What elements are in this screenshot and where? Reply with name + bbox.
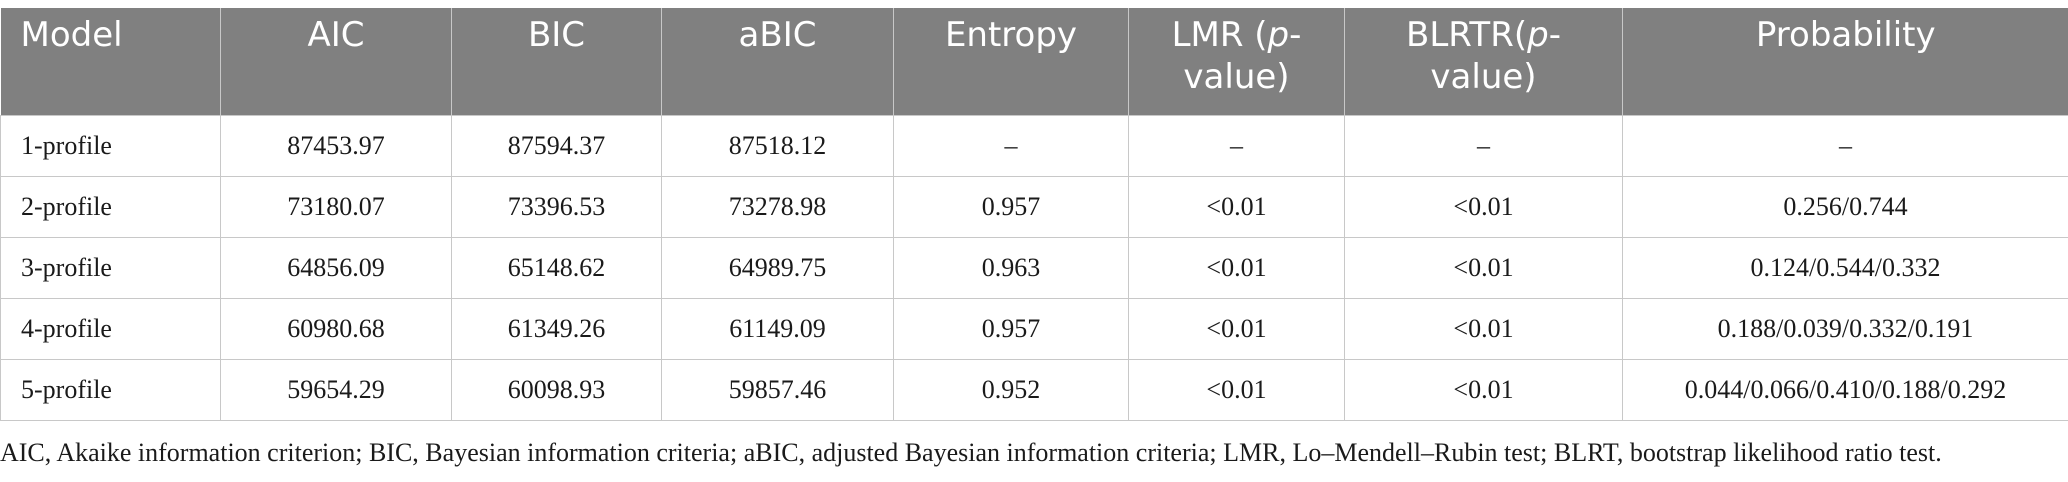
cell-entropy: 0.957 <box>893 175 1129 238</box>
header-blrtr-pre: BLRTR( <box>1406 15 1528 55</box>
cell-probability: 0.124/0.544/0.332 <box>1622 236 2068 299</box>
cell-blrtr: <0.01 <box>1344 297 1623 360</box>
table-footnote: AIC, Akaike information criterion; BIC, … <box>0 438 1942 467</box>
cell-abic: 87518.12 <box>661 114 894 177</box>
cell-lmr: <0.01 <box>1128 236 1345 299</box>
cell-model: 5-profile <box>0 358 221 421</box>
header-probability: Probability <box>1622 8 2068 115</box>
header-lmr: LMR (p-value) <box>1128 8 1345 115</box>
header-blrtr: BLRTR(p-value) <box>1344 8 1623 115</box>
cell-abic: 61149.09 <box>661 297 894 360</box>
cell-entropy: 0.952 <box>893 358 1129 421</box>
cell-entropy: – <box>893 114 1129 177</box>
header-lmr-italic: p <box>1267 15 1290 55</box>
cell-aic: 60980.68 <box>220 297 452 360</box>
cell-bic: 60098.93 <box>451 358 662 421</box>
header-blrtr-italic: p <box>1527 15 1549 55</box>
cell-entropy: 0.957 <box>893 297 1129 360</box>
cell-abic: 73278.98 <box>661 175 894 238</box>
table-row: 2-profile 73180.07 73396.53 73278.98 0.9… <box>0 175 2068 238</box>
table-row: 1-profile 87453.97 87594.37 87518.12 – –… <box>0 114 2068 177</box>
cell-model: 2-profile <box>0 175 221 238</box>
cell-lmr: <0.01 <box>1128 175 1345 238</box>
header-lmr-pre: LMR ( <box>1171 15 1268 55</box>
cell-blrtr: <0.01 <box>1344 175 1623 238</box>
cell-bic: 61349.26 <box>451 297 662 360</box>
cell-probability: 0.256/0.744 <box>1622 175 2068 238</box>
header-lmr-post: -value) <box>1183 15 1302 97</box>
cell-aic: 64856.09 <box>220 236 452 299</box>
cell-model: 4-profile <box>0 297 221 360</box>
cell-entropy: 0.963 <box>893 236 1129 299</box>
table-row: 4-profile 60980.68 61349.26 61149.09 0.9… <box>0 297 2068 360</box>
cell-bic: 65148.62 <box>451 236 662 299</box>
cell-blrtr: – <box>1344 114 1623 177</box>
table-row: 5-profile 59654.29 60098.93 59857.46 0.9… <box>0 358 2068 421</box>
table-row: 3-profile 64856.09 65148.62 64989.75 0.9… <box>0 236 2068 299</box>
table-header-row: Model AIC BIC aBIC Entropy LMR (p-value)… <box>0 8 2068 115</box>
model-fit-table: Model AIC BIC aBIC Entropy LMR (p-value)… <box>0 8 2068 421</box>
cell-bic: 87594.37 <box>451 114 662 177</box>
cell-model: 1-profile <box>0 114 221 177</box>
cell-abic: 59857.46 <box>661 358 894 421</box>
cell-lmr: <0.01 <box>1128 358 1345 421</box>
header-bic: BIC <box>451 8 662 115</box>
cell-abic: 64989.75 <box>661 236 894 299</box>
cell-probability: – <box>1622 114 2068 177</box>
header-blrtr-post: -value) <box>1430 15 1561 97</box>
cell-probability: 0.044/0.066/0.410/0.188/0.292 <box>1622 358 2068 421</box>
model-fit-table-container: Model AIC BIC aBIC Entropy LMR (p-value)… <box>0 8 2068 421</box>
cell-lmr: – <box>1128 114 1345 177</box>
header-abic: aBIC <box>661 8 894 115</box>
cell-aic: 59654.29 <box>220 358 452 421</box>
cell-bic: 73396.53 <box>451 175 662 238</box>
cell-aic: 73180.07 <box>220 175 452 238</box>
cell-lmr: <0.01 <box>1128 297 1345 360</box>
cell-model: 3-profile <box>0 236 221 299</box>
header-entropy: Entropy <box>893 8 1129 115</box>
cell-blrtr: <0.01 <box>1344 236 1623 299</box>
header-model: Model <box>0 8 221 115</box>
cell-blrtr: <0.01 <box>1344 358 1623 421</box>
header-aic: AIC <box>220 8 452 115</box>
cell-probability: 0.188/0.039/0.332/0.191 <box>1622 297 2068 360</box>
cell-aic: 87453.97 <box>220 114 452 177</box>
